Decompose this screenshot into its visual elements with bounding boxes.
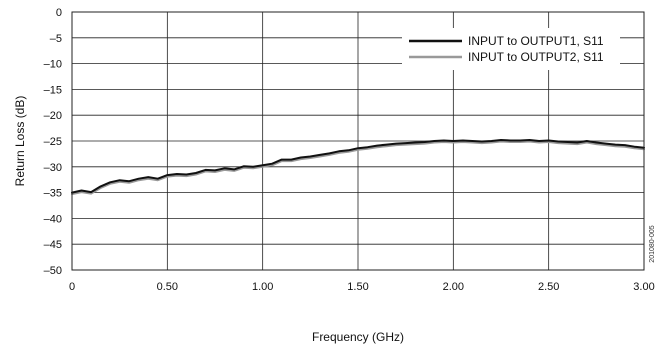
y-tick-label: –45: [44, 239, 62, 251]
x-tick-label: 0.50: [157, 281, 178, 293]
series-line-output2: [71, 140, 645, 196]
y-tick-label: –50: [44, 265, 62, 277]
y-tick-label: –30: [44, 162, 62, 174]
y-tick-labels: 0 –5 –10 –15 –20 –25 –30 –35 –40 –45 –50: [44, 7, 62, 277]
y-tick-label: 0: [56, 7, 62, 19]
x-tick-label: 1.50: [347, 281, 368, 293]
series-line-output1: [71, 139, 645, 194]
y-tick-label: –10: [44, 59, 62, 71]
series-lines: [71, 139, 645, 196]
figure-id-label: 201080-005: [649, 225, 656, 262]
y-tick-label: –5: [50, 33, 62, 45]
x-tick-label: 2.00: [443, 281, 464, 293]
y-tick-label: –20: [44, 110, 62, 122]
grid-lines: [72, 12, 644, 270]
x-tick-labels: 0 0.50 1.00 1.50 2.00 2.50 3.00: [69, 281, 655, 293]
legend-label-output2: INPUT to OUTPUT2, S11: [468, 50, 604, 64]
x-axis-title: Frequency (GHz): [312, 330, 404, 344]
y-tick-label: –35: [44, 188, 62, 200]
y-tick-label: –40: [44, 213, 62, 225]
y-tick-label: –25: [44, 136, 62, 148]
x-tick-label: 1.00: [252, 281, 273, 293]
legend-box: [402, 28, 620, 70]
legend: INPUT to OUTPUT1, S11 INPUT to OUTPUT2, …: [402, 28, 620, 70]
y-tick-label: –15: [44, 84, 62, 96]
x-tick-label: 0: [69, 281, 75, 293]
y-axis-title: Return Loss (dB): [13, 96, 27, 187]
x-tick-label: 3.00: [633, 281, 654, 293]
legend-label-output1: INPUT to OUTPUT1, S11: [468, 34, 604, 48]
plot-frame: [71, 11, 645, 271]
x-tick-label: 2.50: [538, 281, 559, 293]
